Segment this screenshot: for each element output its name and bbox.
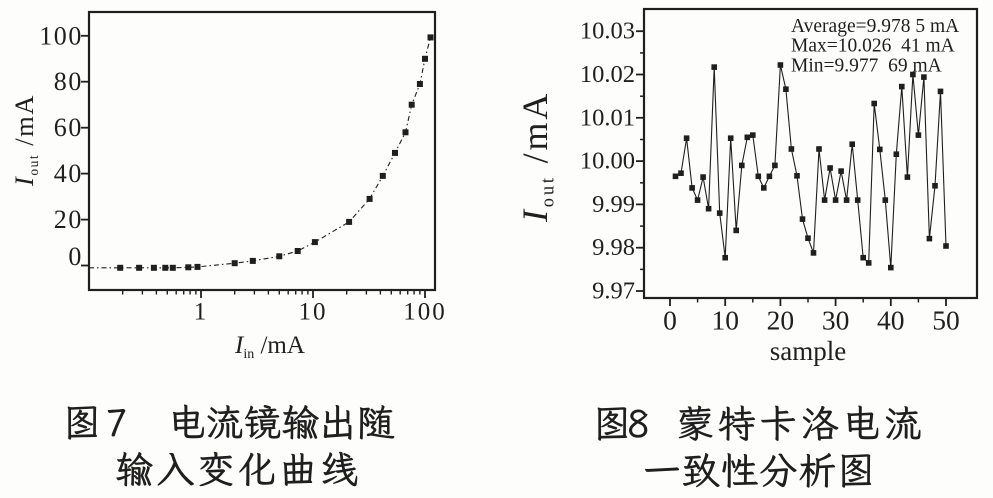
svg-text:9.97: 9.97	[592, 278, 635, 305]
svg-text:40: 40	[877, 305, 905, 336]
svg-text:10.01: 10.01	[580, 104, 635, 131]
svg-text:10.02: 10.02	[580, 61, 635, 88]
svg-text:sample: sample	[770, 336, 846, 366]
svg-text:20: 20	[767, 305, 795, 336]
svg-text:9.98: 9.98	[592, 234, 635, 261]
svg-text:80: 80	[54, 67, 83, 96]
svg-text:Max=10.026 41 mA: Max=10.026 41 mA	[791, 36, 955, 57]
svg-text:100: 100	[403, 299, 447, 326]
svg-text:10.03: 10.03	[580, 18, 635, 45]
svg-text:10: 10	[711, 305, 739, 336]
svg-text:50: 50	[932, 305, 960, 336]
svg-text:60: 60	[54, 113, 83, 142]
svg-text:Min=9.977 69 mA: Min=9.977 69 mA	[791, 56, 942, 77]
svg-text:Iout /mA: Iout /mA	[9, 94, 41, 187]
svg-text:0: 0	[68, 242, 83, 271]
svg-text:40: 40	[54, 159, 83, 188]
svg-text:9.99: 9.99	[592, 191, 635, 218]
svg-text:1: 1	[194, 299, 209, 326]
svg-text:30: 30	[822, 305, 850, 336]
svg-text:Average=9.978 5 mA: Average=9.978 5 mA	[791, 16, 959, 37]
svg-text:10.00: 10.00	[580, 148, 635, 175]
svg-text:0: 0	[663, 305, 677, 336]
svg-text:20: 20	[54, 205, 83, 234]
svg-text:Iin /mA: Iin /mA	[234, 332, 305, 362]
svg-text:100: 100	[39, 21, 83, 50]
svg-text:Iout /mA: Iout /mA	[515, 91, 559, 223]
svg-text:10: 10	[299, 299, 328, 326]
